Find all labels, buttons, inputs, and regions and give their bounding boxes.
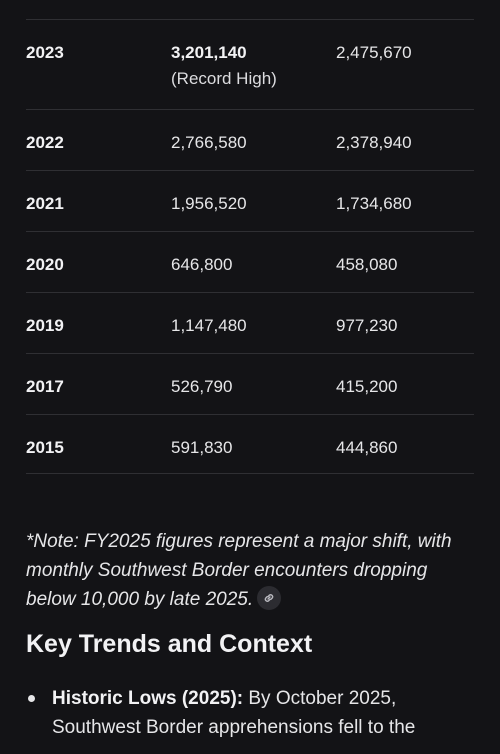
year-cell: 2022 xyxy=(26,133,64,152)
bullet-list: Historic Lows (2025): By October 2025, S… xyxy=(26,684,476,742)
southwest-cell: 977,230 xyxy=(336,316,398,335)
encounters-cell: 591,830 xyxy=(171,438,233,457)
source-link-button[interactable] xyxy=(257,586,282,610)
year-cell: 2019 xyxy=(26,316,64,335)
record-note: (Record High) xyxy=(171,69,277,88)
table-row: 2017 526,790 415,200 xyxy=(26,353,474,414)
footnote-text: *Note: FY2025 figures represent a major … xyxy=(26,531,452,610)
year-cell: 2021 xyxy=(26,194,64,213)
encounters-cell: 3,201,140 (Record High) xyxy=(171,41,277,90)
encounters-cell: 526,790 xyxy=(171,377,233,396)
table-divider xyxy=(26,473,474,474)
encounters-cell: 1,956,520 xyxy=(171,194,247,213)
year-cell: 2020 xyxy=(26,255,64,274)
link-icon xyxy=(264,594,274,602)
list-item: Historic Lows (2025): By October 2025, S… xyxy=(26,684,476,742)
southwest-cell: 1,734,680 xyxy=(336,194,412,213)
southwest-cell: 458,080 xyxy=(336,255,398,274)
bullet-dot xyxy=(28,695,35,702)
table-row: 2021 1,956,520 1,734,680 xyxy=(26,170,474,231)
data-table: 2023 3,201,140 (Record High) 2,475,670 2… xyxy=(26,19,474,475)
encounters-cell: 1,147,480 xyxy=(171,316,247,335)
bullet-title: Historic Lows (2025): xyxy=(52,688,244,709)
table-row: 2023 3,201,140 (Record High) 2,475,670 xyxy=(26,19,474,109)
table-row: 2020 646,800 458,080 xyxy=(26,231,474,292)
year-cell: 2017 xyxy=(26,377,64,396)
year-cell: 2023 xyxy=(26,43,64,62)
southwest-cell: 444,860 xyxy=(336,438,398,457)
southwest-cell: 2,475,670 xyxy=(336,43,412,62)
section-heading: Key Trends and Context xyxy=(26,630,313,658)
record-value: 3,201,140 xyxy=(171,43,247,62)
footnote: *Note: FY2025 figures represent a major … xyxy=(26,527,476,614)
southwest-cell: 2,378,940 xyxy=(336,133,412,152)
year-cell: 2015 xyxy=(26,438,64,457)
table-row: 2019 1,147,480 977,230 xyxy=(26,292,474,353)
encounters-cell: 2,766,580 xyxy=(171,133,247,152)
encounters-cell: 646,800 xyxy=(171,255,233,274)
southwest-cell: 415,200 xyxy=(336,377,398,396)
bullet-text: By October 2025, Southwest Border appreh… xyxy=(52,688,416,738)
table-row: 2015 591,830 444,860 xyxy=(26,414,474,475)
table-row: 2022 2,766,580 2,378,940 xyxy=(26,109,474,170)
